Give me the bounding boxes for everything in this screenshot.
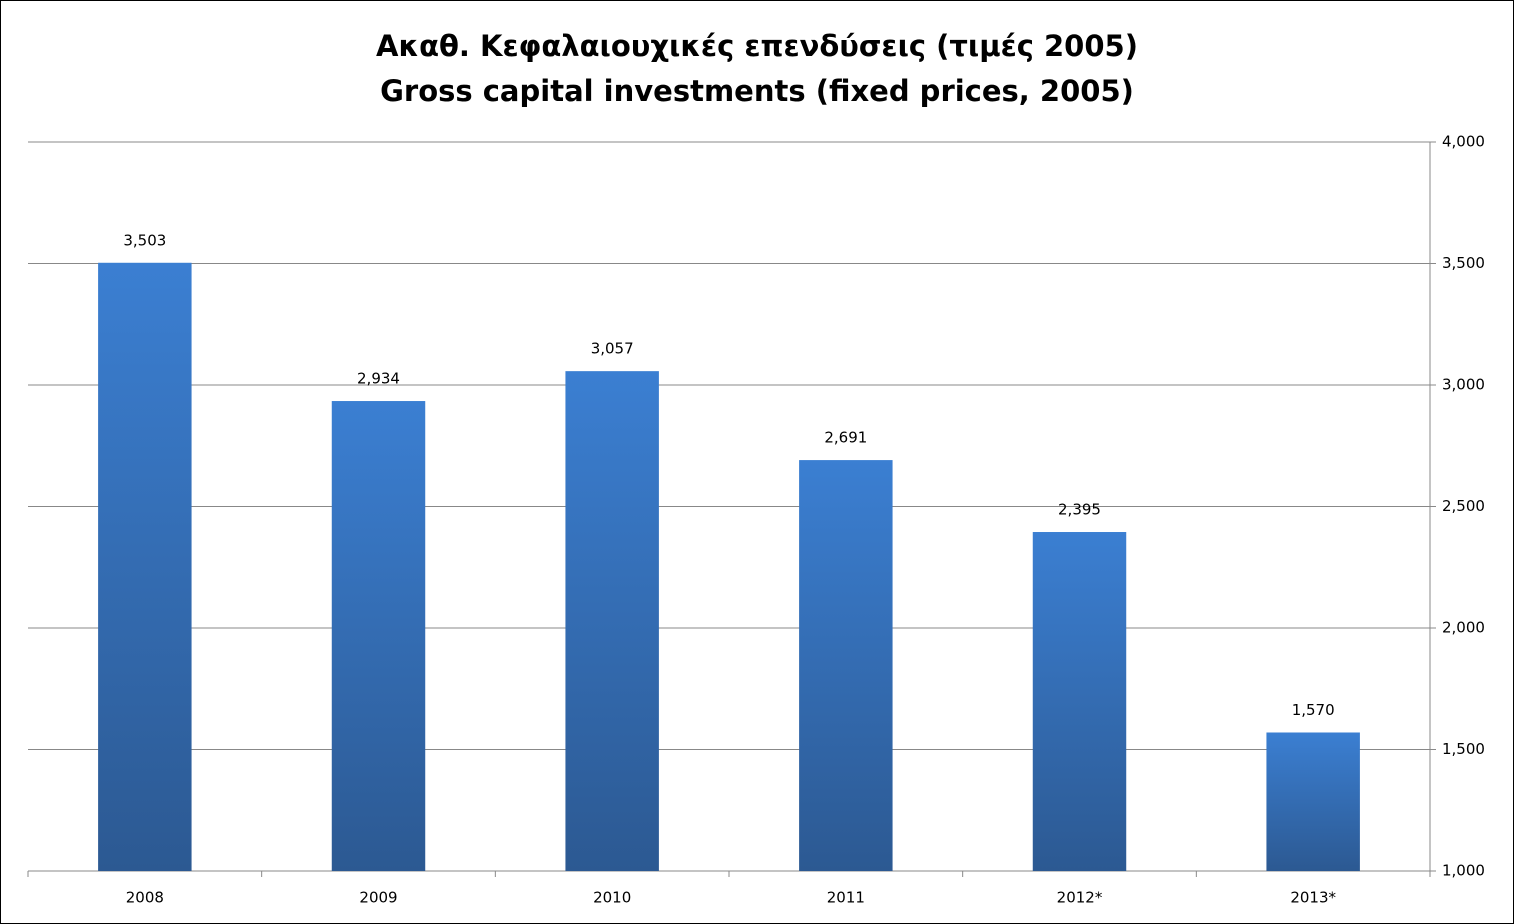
y-tick-label: 3,500 bbox=[1442, 254, 1485, 272]
data-label: 1,570 bbox=[1292, 701, 1335, 719]
x-tick-label: 2009 bbox=[359, 889, 397, 907]
x-tick-label: 2011 bbox=[827, 889, 865, 907]
x-tick-label: 2008 bbox=[126, 889, 164, 907]
bar bbox=[98, 262, 192, 871]
chart-title: Ακαθ. Κεφαλαιουχικές επενδύσεις (τιμές 2… bbox=[376, 29, 1138, 63]
data-label: 2,691 bbox=[824, 429, 867, 447]
y-tick-label: 1,500 bbox=[1442, 740, 1485, 758]
y-tick-label: 2,000 bbox=[1442, 619, 1485, 637]
data-label: 2,395 bbox=[1058, 501, 1101, 519]
y-tick-label: 4,000 bbox=[1442, 133, 1485, 151]
data-label: 3,057 bbox=[591, 340, 634, 358]
x-tick-label: 2012* bbox=[1057, 889, 1103, 907]
data-label: 2,934 bbox=[357, 370, 400, 388]
data-label: 3,503 bbox=[123, 231, 166, 249]
bar bbox=[1032, 532, 1127, 871]
y-tick-label: 1,000 bbox=[1442, 862, 1485, 880]
y-tick-label: 2,500 bbox=[1442, 497, 1485, 515]
bar bbox=[331, 401, 426, 871]
y-tick-label: 3,000 bbox=[1442, 376, 1485, 394]
bar bbox=[1266, 732, 1360, 871]
bar bbox=[565, 371, 659, 871]
bar bbox=[799, 460, 893, 871]
chart-title: Gross capital investments (fixed prices,… bbox=[380, 74, 1134, 108]
x-tick-label: 2013* bbox=[1290, 889, 1336, 907]
x-tick-label: 2010 bbox=[593, 889, 631, 907]
